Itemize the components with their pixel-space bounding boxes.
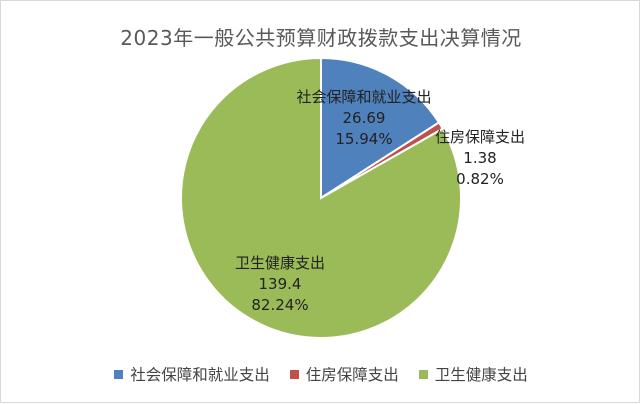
legend-swatch-2 <box>418 369 428 379</box>
legend-swatch-0 <box>114 369 124 379</box>
data-label-0: 社会保障和就业支出 26.69 15.94% <box>279 87 449 150</box>
data-label-2-category: 卫生健康支出 <box>234 254 325 272</box>
data-label-1: 住房保障支出 1.38 0.82% <box>421 127 539 190</box>
data-label-0-category: 社会保障和就业支出 <box>296 88 432 106</box>
data-label-1-value: 1.38 <box>463 149 497 167</box>
legend: 社会保障和就业支出 住房保障支出 卫生健康支出 <box>1 363 640 385</box>
legend-label-0: 社会保障和就业支出 <box>130 366 270 384</box>
data-label-2: 卫生健康支出 139.4 82.24% <box>215 253 345 316</box>
legend-swatch-1 <box>289 369 299 379</box>
pie-slice-2 <box>180 56 462 339</box>
data-label-2-percent: 82.24% <box>251 296 309 314</box>
legend-item-2: 卫生健康支出 <box>418 363 528 385</box>
legend-label-2: 卫生健康支出 <box>434 366 528 384</box>
chart-title: 2023年一般公共预算财政拨款支出决算情况 <box>120 26 522 50</box>
legend-item-0: 社会保障和就业支出 <box>114 363 270 385</box>
pie-slice-0 <box>320 56 441 200</box>
data-label-0-percent: 15.94% <box>335 130 393 148</box>
data-label-0-value: 26.69 <box>342 109 386 127</box>
legend-item-1: 住房保障支出 <box>289 363 399 385</box>
data-label-1-category: 住房保障支出 <box>434 128 525 146</box>
data-label-2-value: 139.4 <box>258 275 302 293</box>
legend-label-1: 住房保障支出 <box>305 366 399 384</box>
data-label-1-percent: 0.82% <box>456 170 504 188</box>
